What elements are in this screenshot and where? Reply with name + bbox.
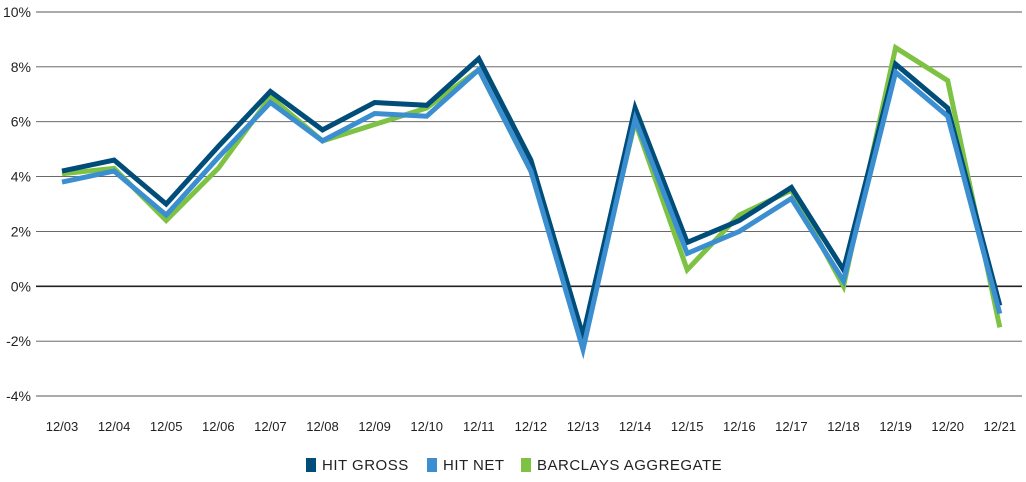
x-tick-label: 12/04: [98, 419, 131, 434]
series-line-hit-gross: [61, 54, 1003, 346]
x-tick-label: 12/12: [515, 419, 548, 434]
x-axis-ticks: 12/03 12/04 12/05 12/06 12/07 12/08 12/09 12/10…: [46, 419, 1016, 434]
y-tick-label: 0%: [11, 278, 31, 294]
series-line-hit-net: [61, 65, 1003, 360]
legend-label: HIT GROSS: [322, 457, 409, 474]
y-tick-label: 2%: [11, 223, 31, 239]
y-tick-label: -2%: [6, 333, 31, 349]
x-tick-label: 12/19: [879, 419, 912, 434]
x-tick-label: 12/05: [150, 419, 183, 434]
x-tick-label: 12/09: [358, 419, 391, 434]
x-tick-label: 12/08: [306, 419, 339, 434]
series-line-barclays-aggregate: [61, 43, 1003, 351]
x-tick-label: 12/16: [723, 419, 756, 434]
y-tick-label: 6%: [11, 114, 31, 130]
y-axis-ticks: 10% 8% 6% 4% 2% 0% -2% -4%: [3, 4, 31, 404]
series-lines: [61, 43, 1003, 360]
x-tick-label: 12/03: [46, 419, 79, 434]
x-tick-label: 12/18: [827, 419, 860, 434]
x-tick-label: 12/07: [254, 419, 287, 434]
x-tick-label: 12/13: [567, 419, 600, 434]
x-tick-label: 12/06: [202, 419, 235, 434]
x-tick-label: 12/15: [671, 419, 704, 434]
legend-label: BARCLAYS AGGREGATE: [537, 457, 722, 474]
x-tick-label: 12/11: [463, 419, 495, 434]
y-tick-label: 8%: [11, 59, 31, 75]
x-tick-label: 12/14: [619, 419, 652, 434]
x-tick-label: 12/17: [775, 419, 808, 434]
x-tick-label: 12/10: [410, 419, 443, 434]
legend: HIT GROSS HIT NET BARCLAYS AGGREGATE: [306, 457, 722, 474]
legend-swatch: [427, 458, 437, 472]
x-tick-label: 12/21: [984, 419, 1017, 434]
legend-swatch: [306, 458, 316, 472]
legend-swatch: [521, 458, 531, 472]
x-tick-label: 12/20: [931, 419, 964, 434]
legend-label: HIT NET: [443, 457, 505, 474]
y-tick-label: 4%: [11, 169, 31, 185]
y-tick-label: -4%: [6, 388, 31, 404]
y-tick-label: 10%: [3, 4, 31, 20]
